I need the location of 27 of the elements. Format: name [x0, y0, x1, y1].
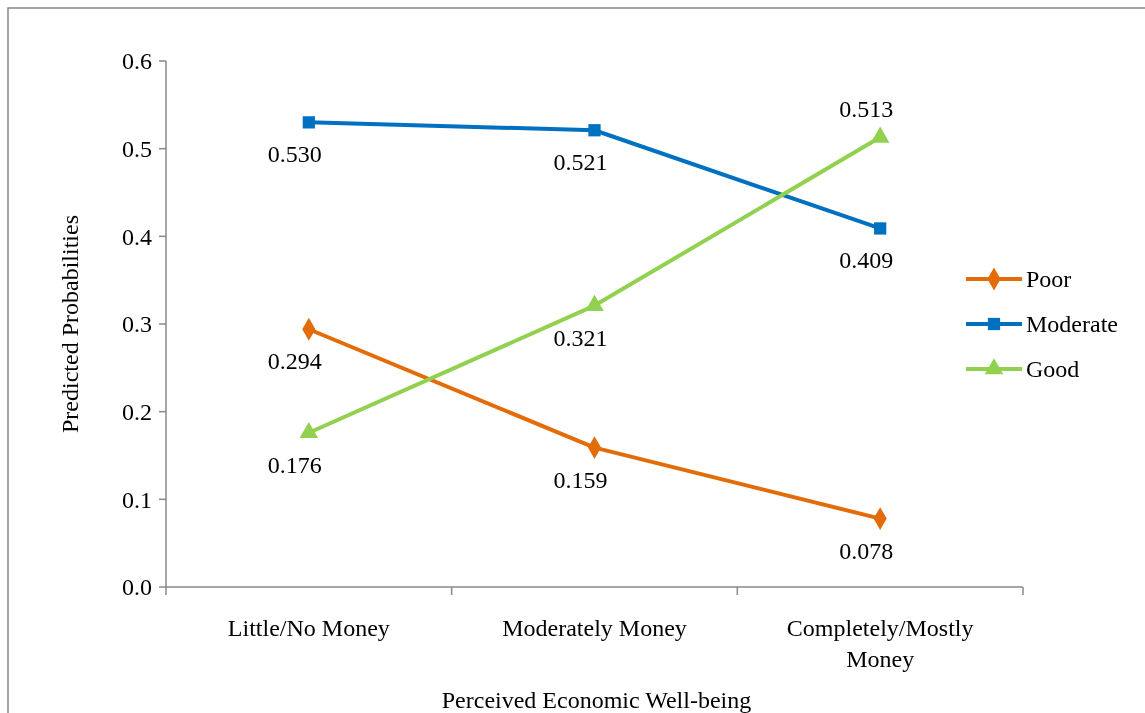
y-tick-label: 0.2 — [122, 399, 152, 426]
data-label: 0.294 — [267, 348, 322, 375]
x-tick-label: Completely/Mostly Money — [786, 615, 974, 672]
x-tick-label: Moderately Money — [502, 615, 687, 641]
legend-label: Good — [1026, 356, 1080, 383]
data-label: 0.530 — [267, 141, 322, 168]
y-tick-label: 0.6 — [122, 48, 152, 75]
y-axis-title: Predicted Probabilities — [57, 215, 83, 433]
y-tick-label: 0.5 — [122, 136, 152, 163]
x-axis-title: Perceived Economic Well-being — [441, 687, 752, 713]
y-tick-label: 0.1 — [122, 486, 152, 513]
x-tick-label: Little/No Money — [227, 615, 390, 641]
point — [588, 124, 601, 137]
data-label: 0.409 — [839, 247, 894, 274]
y-tick-label: 0.4 — [122, 223, 152, 250]
data-label: 0.176 — [267, 451, 322, 478]
data-label: 0.078 — [839, 537, 894, 564]
legend-label: Poor — [1026, 266, 1072, 293]
data-label: 0.321 — [553, 324, 608, 351]
y-tick-label: 0.3 — [122, 311, 152, 338]
data-label: 0.159 — [553, 466, 608, 493]
legend-label: Moderate — [1026, 311, 1118, 338]
y-tick-label: 0.0 — [122, 574, 152, 601]
point — [302, 116, 315, 129]
data-label: 0.513 — [839, 96, 894, 123]
point — [874, 222, 887, 235]
data-label: 0.521 — [553, 149, 608, 176]
